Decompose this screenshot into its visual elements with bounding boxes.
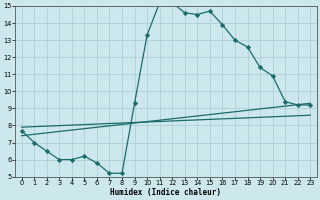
X-axis label: Humidex (Indice chaleur): Humidex (Indice chaleur) <box>110 188 221 197</box>
